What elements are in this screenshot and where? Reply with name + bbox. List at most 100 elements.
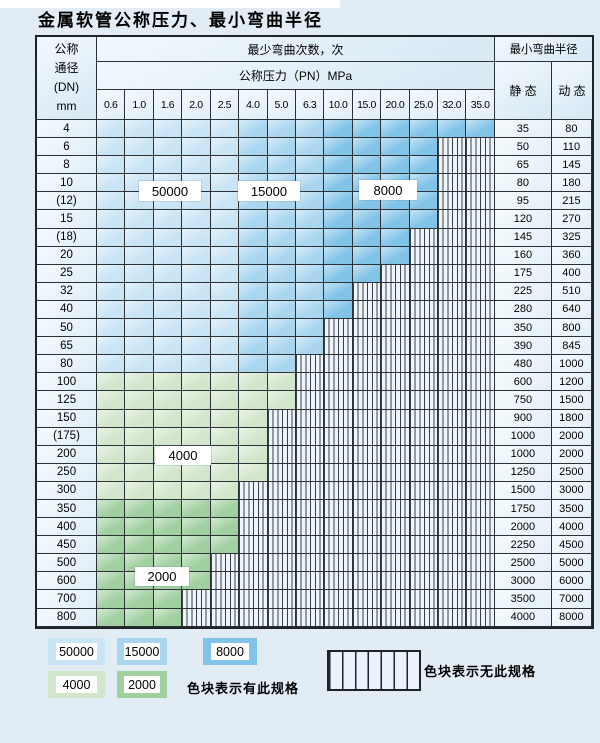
- spec-cell-available: [182, 355, 211, 374]
- spec-cell-available: [239, 282, 268, 301]
- spec-cell-unavailable: [267, 518, 296, 537]
- spec-cell-available: [409, 210, 439, 229]
- spec-cell-unavailable: [239, 481, 268, 500]
- static-radius-value: 35: [494, 120, 552, 139]
- spec-cell-unavailable: [324, 572, 353, 591]
- spec-cell-unavailable: [438, 228, 467, 247]
- spec-cell-unavailable: [466, 319, 495, 338]
- spec-cell-available: [97, 120, 126, 139]
- pressure-tick: 2.5: [210, 90, 240, 120]
- row-dn-label: 65: [37, 337, 97, 356]
- spec-cell-unavailable: [409, 282, 439, 301]
- spec-cell-unavailable: [352, 463, 382, 482]
- spec-cell-unavailable: [466, 554, 495, 573]
- spec-cell-available: [267, 228, 296, 247]
- spec-cell-available: [153, 608, 183, 627]
- static-radius-value: 600: [494, 373, 552, 392]
- legend-swatch: 50000: [48, 638, 105, 665]
- spec-cell-available: [97, 499, 126, 519]
- spec-cell-available: [125, 264, 154, 283]
- spec-cell-available: [97, 481, 126, 500]
- spec-cell-available: [381, 246, 410, 265]
- spec-cell-available: [153, 319, 183, 338]
- spec-cell-unavailable: [324, 608, 353, 627]
- spec-cell-unavailable: [409, 518, 439, 537]
- spec-cell-available: [153, 481, 183, 500]
- spec-cell-available: [182, 409, 211, 428]
- spec-cell-unavailable: [295, 518, 325, 537]
- spec-cell-unavailable: [466, 445, 495, 464]
- spec-cell-unavailable: [295, 391, 325, 410]
- spec-cell-available: [210, 536, 240, 555]
- spec-cell-unavailable: [381, 608, 410, 627]
- spec-cell-unavailable: [182, 608, 211, 627]
- spec-cell-available: [239, 120, 268, 139]
- static-radius-value: 160: [494, 246, 552, 265]
- spec-cell-unavailable: [381, 481, 410, 500]
- spec-cell-unavailable: [295, 499, 325, 519]
- spec-cell-available: [210, 192, 240, 211]
- spec-cell-available: [295, 246, 325, 265]
- spec-cell-available: [125, 300, 154, 320]
- spec-cell-available: [267, 391, 296, 410]
- static-radius-value: 2250: [494, 536, 552, 555]
- static-radius-value: 900: [494, 409, 552, 428]
- spec-cell-unavailable: [438, 174, 467, 193]
- cycle-count-label: 50000: [139, 181, 201, 201]
- header-dn-line: mm: [56, 99, 77, 113]
- spec-cell-unavailable: [239, 518, 268, 537]
- spec-cell-unavailable: [324, 536, 353, 555]
- spec-cell-available: [239, 409, 268, 428]
- spec-cell-unavailable: [409, 463, 439, 482]
- spec-cell-unavailable: [352, 554, 382, 573]
- spec-cell-available: [97, 174, 126, 193]
- spec-cell-unavailable: [324, 427, 353, 446]
- spec-cell-available: [125, 391, 154, 410]
- spec-cell-available: [125, 120, 154, 139]
- spec-cell-available: [125, 463, 154, 482]
- spec-cell-unavailable: [381, 337, 410, 356]
- spec-cell-unavailable: [267, 554, 296, 573]
- spec-cell-unavailable: [466, 228, 495, 247]
- spec-cell-unavailable: [438, 536, 467, 555]
- spec-cell-unavailable: [381, 518, 410, 537]
- row-dn-label: 800: [37, 608, 97, 627]
- header-dn-line: (DN): [53, 80, 80, 94]
- spec-cell-unavailable: [239, 554, 268, 573]
- spec-cell-unavailable: [352, 337, 382, 356]
- spec-cell-unavailable: [324, 481, 353, 500]
- spec-cell-unavailable: [352, 355, 382, 374]
- spec-cell-available: [324, 210, 353, 229]
- spec-cell-unavailable: [409, 536, 439, 555]
- spec-cell-unavailable: [324, 409, 353, 428]
- spec-cell-unavailable: [381, 409, 410, 428]
- spec-cell-available: [97, 210, 126, 229]
- spec-cell-unavailable: [409, 608, 439, 627]
- spec-cell-unavailable: [409, 590, 439, 609]
- spec-cell-available: [381, 156, 410, 175]
- spec-cell-available: [97, 246, 126, 265]
- row-dn-label: (175): [37, 427, 97, 446]
- spec-cell-unavailable: [239, 499, 268, 519]
- row-dn-label: 250: [37, 463, 97, 482]
- spec-cell-available: [352, 210, 382, 229]
- spec-cell-available: [239, 246, 268, 265]
- spec-cell-unavailable: [438, 590, 467, 609]
- spec-cell-available: [125, 518, 154, 537]
- spec-cell-available: [97, 463, 126, 482]
- spec-cell-available: [267, 373, 296, 392]
- spec-cell-available: [153, 138, 183, 157]
- header-dn: 公称 通径 (DN) mm: [37, 37, 97, 120]
- spec-cell-unavailable: [466, 174, 495, 193]
- row-dn-label: 8: [37, 156, 97, 175]
- spec-cell-available: [324, 138, 353, 157]
- spec-cell-available: [125, 210, 154, 229]
- spec-cell-available: [153, 499, 183, 519]
- spec-cell-unavailable: [438, 264, 467, 283]
- spec-cell-unavailable: [324, 590, 353, 609]
- spec-cell-available: [153, 228, 183, 247]
- spec-cell-unavailable: [381, 590, 410, 609]
- spec-cell-available: [153, 355, 183, 374]
- pressure-tick: 6.3: [295, 90, 325, 120]
- spec-cell-unavailable: [438, 355, 467, 374]
